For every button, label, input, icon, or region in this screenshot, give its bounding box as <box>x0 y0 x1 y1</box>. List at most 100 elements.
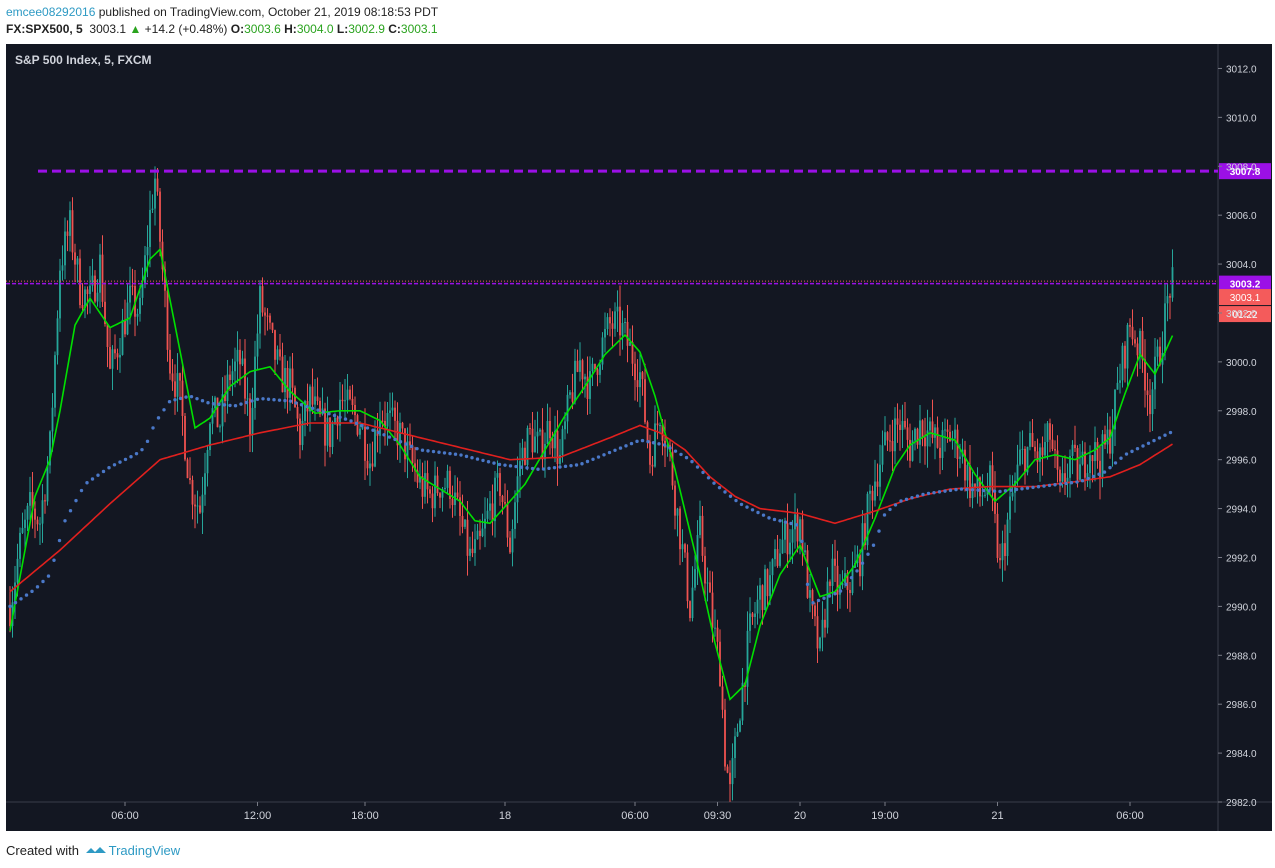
chart-container[interactable]: 3007.8 3003.2 3003.1 01:22 2982.0 2984.0 2986… <box>6 44 1272 831</box>
slow-ma-dot <box>948 488 953 493</box>
candle-body <box>1029 433 1031 447</box>
candle-body <box>914 428 916 441</box>
slow-ma-dot <box>646 439 650 444</box>
candle-body <box>1064 473 1066 484</box>
slow-ma-dot <box>1130 449 1134 454</box>
candle-body <box>286 368 289 398</box>
candle-body <box>301 420 304 445</box>
slow-ma-dot <box>200 398 205 403</box>
candle-body <box>1099 460 1101 478</box>
slow-ma-dot <box>1080 479 1085 483</box>
candle-body <box>554 430 556 449</box>
candle-body <box>931 421 934 438</box>
candle-body <box>534 436 536 453</box>
levels-layer: 3007.8 3003.2 3003.1 01:22 <box>6 163 1271 323</box>
slow-ma-dot <box>145 439 150 444</box>
candle-body <box>561 429 564 456</box>
author-link[interactable]: emcee08292016 <box>6 5 96 19</box>
slow-ma-dot <box>503 463 507 467</box>
candle-body <box>649 441 651 465</box>
candle-body <box>996 513 999 558</box>
candle-body <box>604 328 606 338</box>
candle-body <box>834 558 836 566</box>
candle-body <box>639 372 641 388</box>
slow-ma-dot <box>1086 476 1090 481</box>
slow-ma-dot <box>596 455 601 459</box>
candle-body <box>56 318 59 356</box>
slow-ma-dot <box>662 443 667 447</box>
candle-body <box>316 396 319 401</box>
candle-body <box>14 582 16 603</box>
slow-ma-dot <box>459 453 463 457</box>
slow-ma-dot <box>112 463 117 467</box>
candle-body <box>254 356 256 408</box>
candle-body <box>916 428 919 445</box>
slow-ma-dot <box>899 499 903 503</box>
slow-ma-dot <box>849 575 854 580</box>
candle-body <box>256 333 259 357</box>
candle-body <box>769 575 771 597</box>
slow-ma-dot <box>547 466 551 471</box>
slow-ma-dot <box>855 569 859 573</box>
slow-ma-dot <box>420 448 425 452</box>
triangle-up-icon: ▲ <box>129 22 142 36</box>
slow-ma-dot <box>1075 480 1079 484</box>
slow-ma-dot <box>932 490 936 495</box>
slow-ma-dot <box>156 416 161 420</box>
candle-body <box>516 476 519 503</box>
candle-body <box>694 569 696 588</box>
candle-body <box>671 451 674 486</box>
candle-body <box>424 473 426 497</box>
candle-body <box>71 210 74 253</box>
candle-body <box>954 429 956 439</box>
slow-ma-dot <box>195 396 199 401</box>
candle-body <box>51 407 54 432</box>
candle-body <box>494 477 496 522</box>
slow-ma-dot <box>1036 485 1041 489</box>
candle-body <box>611 323 614 329</box>
candle-body <box>1096 442 1099 461</box>
candle-body <box>944 429 946 431</box>
candle-body <box>329 417 331 448</box>
candle-body <box>574 360 576 402</box>
candle-body <box>724 709 726 767</box>
candle-body <box>346 389 349 401</box>
candle-body <box>139 297 141 314</box>
slow-ma-dot <box>261 397 265 401</box>
candle-body <box>1086 473 1089 478</box>
candle-body <box>1019 449 1021 465</box>
candle-body <box>609 317 611 324</box>
tradingview-link[interactable]: TradingView <box>108 843 181 858</box>
candle-body <box>104 301 106 325</box>
candle-body <box>881 445 884 465</box>
slow-ma-dot <box>448 451 452 456</box>
candle-body <box>501 495 504 503</box>
slow-ma-dot <box>822 596 826 600</box>
slow-ma-dot <box>30 589 34 594</box>
slow-ma-dot <box>173 398 177 402</box>
candle-body <box>421 476 424 497</box>
x-tick-label: 06:00 <box>111 810 139 822</box>
price-chart[interactable]: 3007.8 3003.2 3003.1 01:22 2982.0 2984.0 2986… <box>6 44 1272 831</box>
candle-body <box>431 493 434 509</box>
candle-body <box>786 523 789 555</box>
slow-ma-dot <box>338 415 342 419</box>
y-tick-label: 3010.0 <box>1226 113 1257 124</box>
candle-body <box>361 426 364 429</box>
open-label: O: <box>230 22 245 36</box>
candle-body <box>919 420 921 445</box>
close-value: 3003.1 <box>400 22 438 36</box>
candle-body <box>529 428 531 430</box>
x-tick-label: 20 <box>794 810 806 822</box>
slow-ma-dot <box>387 435 392 439</box>
candle-body <box>771 559 774 576</box>
candle-body <box>451 498 454 506</box>
slow-ma-dot <box>734 498 738 503</box>
candle-body <box>509 537 511 553</box>
y-axis-background <box>1218 44 1272 802</box>
last-price-tag <box>1219 289 1271 306</box>
slow-ma-dot <box>1047 483 1052 488</box>
candle-body <box>976 477 979 488</box>
moving-averages-layer <box>8 247 1174 701</box>
slow-ma-dot <box>618 446 623 450</box>
